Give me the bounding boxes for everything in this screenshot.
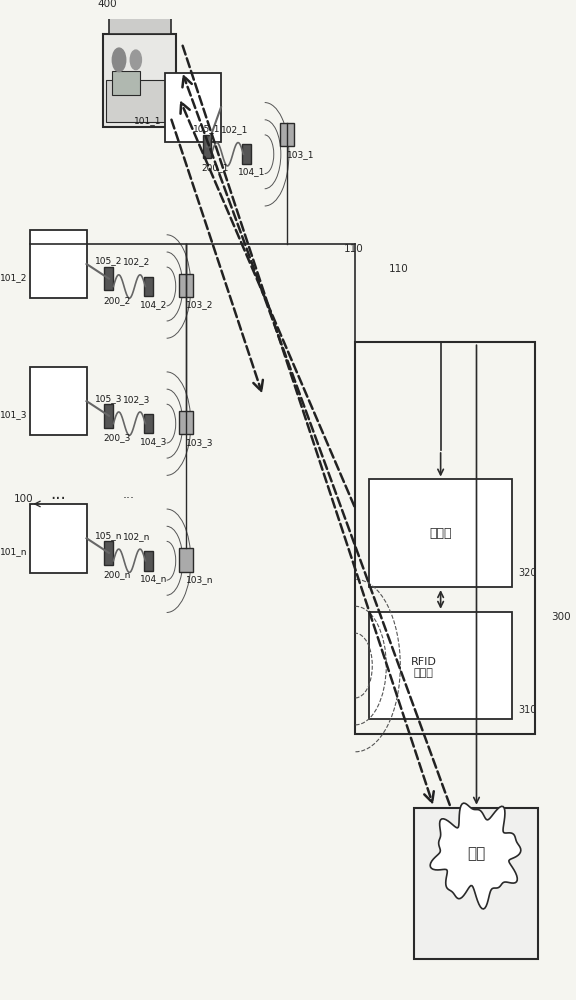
Bar [144,551,153,571]
Text: 101_1: 101_1 [134,116,162,125]
Bar [355,342,535,734]
Bar [104,404,113,428]
Bar [179,274,193,297]
Text: ...: ... [123,488,135,501]
Bar [104,267,113,290]
Bar [242,144,251,164]
Bar [31,230,86,298]
Text: 200_1: 200_1 [202,163,229,172]
Bar [104,541,113,565]
Text: 101_2: 101_2 [0,273,27,282]
Text: 103_n: 103_n [185,575,213,584]
Text: 104_3: 104_3 [140,437,167,446]
Bar [203,135,211,158]
Text: 110: 110 [389,264,409,274]
Bar [112,71,140,95]
Text: 102_3: 102_3 [123,395,150,404]
Text: 监视器: 监视器 [429,527,452,540]
Text: 400: 400 [98,0,118,9]
Text: 104_n: 104_n [140,574,167,583]
Text: 100: 100 [14,494,33,504]
Text: 105_3: 105_3 [95,394,123,403]
Text: 104_2: 104_2 [140,300,167,309]
Circle shape [112,48,126,72]
Text: 310: 310 [518,705,536,715]
Text: RFID
读取器: RFID 读取器 [411,657,437,678]
Text: 102_2: 102_2 [123,258,150,267]
Text: 101_n: 101_n [0,547,27,556]
Text: 200_2: 200_2 [103,296,131,305]
Bar [144,414,153,433]
Text: ...: ... [51,485,66,503]
Text: 102_n: 102_n [123,532,150,541]
Bar [165,73,221,142]
Text: 101_3: 101_3 [0,410,27,419]
Bar [179,548,193,572]
Text: 105_1: 105_1 [193,124,221,133]
Bar [31,504,86,573]
Circle shape [130,50,142,70]
Text: 200_n: 200_n [103,570,131,579]
Text: 200_3: 200_3 [103,433,131,442]
Text: 105_2: 105_2 [95,257,122,266]
Text: 105_n: 105_n [95,531,123,540]
Bar [103,34,176,127]
Bar [369,612,512,719]
Text: 103_1: 103_1 [286,150,314,159]
Text: 102_1: 102_1 [221,125,248,134]
Text: 320: 320 [518,568,536,578]
Bar [31,367,86,435]
Bar [179,411,193,434]
Text: 110: 110 [344,244,364,254]
Text: 300: 300 [552,612,571,622]
Polygon shape [430,803,521,909]
Text: 103_2: 103_2 [185,301,213,310]
Bar [369,479,512,587]
Bar [106,80,173,122]
Text: 103_3: 103_3 [185,438,213,447]
Text: 104_1: 104_1 [238,167,265,176]
Bar [280,123,294,146]
Bar [109,9,170,34]
Bar [144,277,153,296]
Bar [414,808,537,959]
Text: 网络: 网络 [467,846,486,861]
